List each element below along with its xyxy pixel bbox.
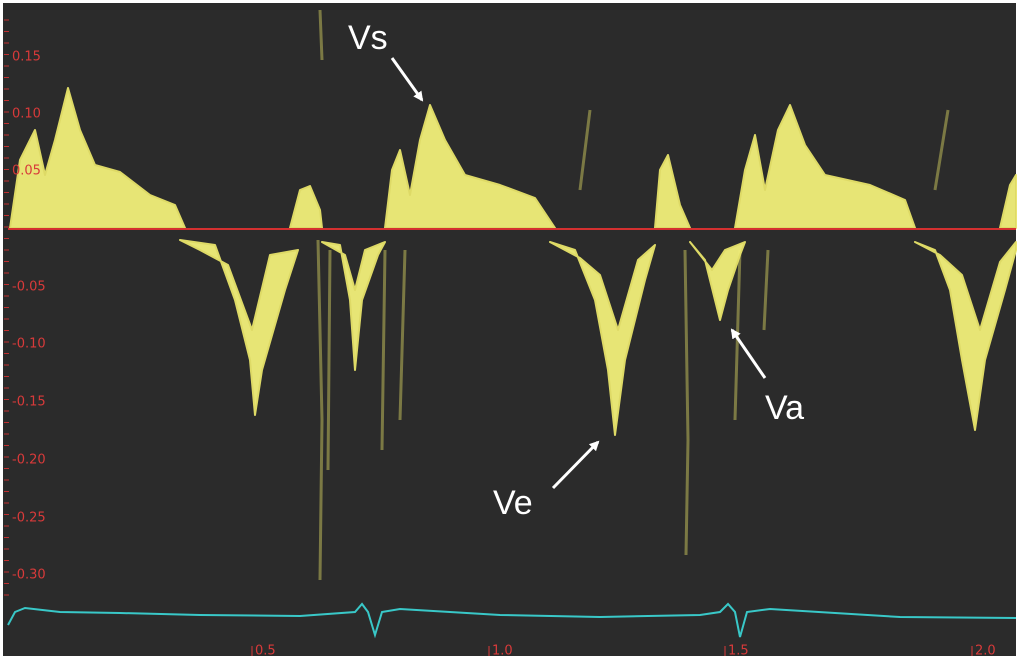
y-label: -0.25	[12, 511, 46, 526]
x-label: 2.0	[975, 644, 996, 659]
y-label: 0.05	[12, 164, 41, 179]
y-label: -0.10	[12, 337, 46, 352]
image-background	[3, 3, 1016, 656]
vs-label: Vs	[348, 19, 388, 57]
y-label: -0.15	[12, 395, 46, 410]
y-label: -0.20	[12, 453, 46, 468]
doppler-image: Vs Ve Va 0.15 0.10 0.05 -0.05 -0.10 -0.15 -0.2…	[0, 0, 1019, 659]
y-label: 0.15	[12, 50, 41, 65]
page: {"y_axis": {"labels": ["0.15", "0.10", "…	[0, 0, 1019, 659]
x-label: 0.5	[255, 644, 276, 659]
x-label: 1.0	[492, 644, 513, 659]
y-label: -0.05	[12, 280, 46, 295]
x-label: 1.5	[728, 644, 749, 659]
va-label: Va	[765, 389, 804, 427]
y-label: 0.10	[12, 107, 41, 122]
ve-label: Ve	[493, 484, 533, 522]
y-label: -0.30	[12, 568, 46, 583]
